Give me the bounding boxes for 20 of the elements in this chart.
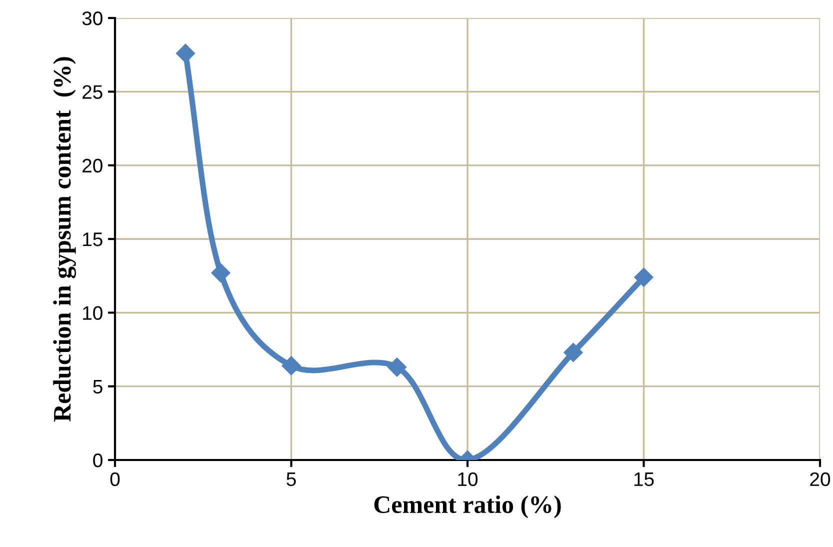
y-tick-label: 5 bbox=[93, 380, 102, 394]
x-tick-label: 10 bbox=[458, 472, 478, 486]
x-axis-title: Cement ratio (%) bbox=[374, 495, 561, 518]
x-tick-label: 0 bbox=[110, 472, 120, 486]
x-tick-label: 15 bbox=[634, 472, 654, 486]
y-tick-label: 15 bbox=[83, 232, 102, 246]
point bbox=[211, 263, 230, 282]
y-axis-title: Reduction in gypsum content (%) bbox=[53, 57, 76, 422]
y-tick-label: 10 bbox=[83, 306, 102, 320]
y-tick-label: 20 bbox=[82, 158, 102, 173]
y-tick-label: 25 bbox=[82, 85, 102, 99]
x-tick-label: 5 bbox=[286, 472, 296, 486]
point bbox=[282, 356, 301, 376]
point bbox=[634, 268, 654, 287]
point bbox=[564, 342, 583, 362]
point bbox=[387, 358, 407, 377]
x-tick-label: 20 bbox=[810, 472, 830, 486]
y-tick-label: 0 bbox=[93, 453, 102, 468]
y-tick-label: 30 bbox=[82, 11, 102, 26]
point bbox=[176, 44, 196, 63]
